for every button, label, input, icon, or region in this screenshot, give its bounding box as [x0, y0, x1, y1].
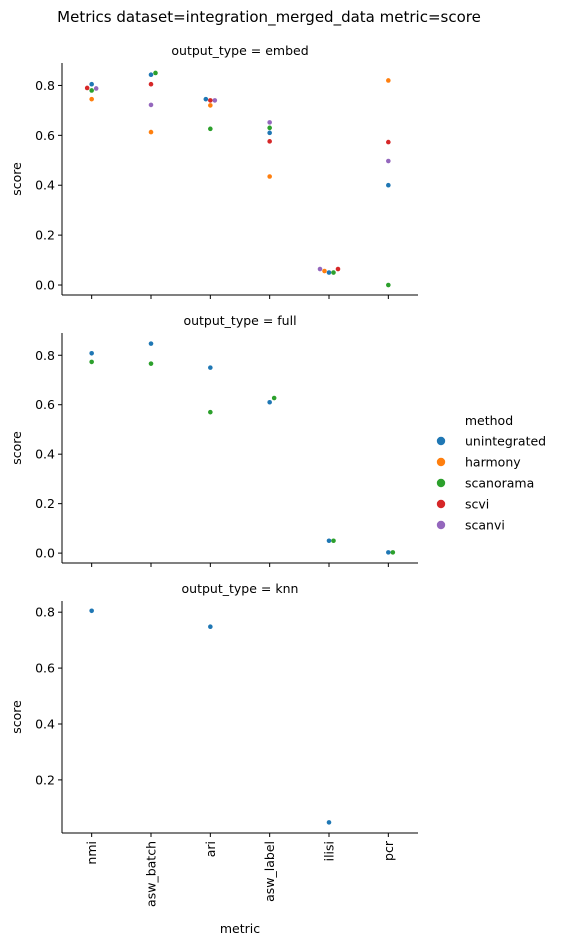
data-point-scanvi-ari — [212, 98, 218, 103]
data-point-unintegrated-asw_batch — [148, 72, 154, 78]
y-tick-label: 0.8 — [35, 348, 55, 363]
data-point-scvi-asw_label — [267, 139, 272, 144]
y-tick-label: 0.2 — [35, 496, 55, 511]
y-tick-label: 0.6 — [35, 661, 55, 676]
data-point-scvi-ari — [208, 98, 213, 103]
legend-label-harmony: harmony — [465, 455, 521, 470]
x-tick-label: ari — [203, 841, 218, 857]
data-point-scanorama-nmi — [89, 88, 94, 93]
panel-2: output_type = knn score 0.2 0.4 0.6 0.8 nmi asw… — [9, 581, 418, 936]
y-tick-label: 0.4 — [35, 716, 55, 731]
data-point-harmony-asw_batch — [148, 129, 154, 135]
data-point-scvi-asw_batch — [148, 81, 154, 87]
legend-label-scanvi: scanvi — [465, 518, 505, 533]
legend-label-unintegrated: unintegrated — [465, 434, 546, 449]
data-point-scanorama-asw_label — [271, 395, 277, 401]
y-tick-label: 0.8 — [35, 605, 55, 620]
data-point-harmony-pcr — [386, 78, 391, 83]
data-point-unintegrated-pcr — [386, 550, 391, 555]
y-axis-label: score — [9, 162, 24, 196]
data-point-scanorama-pcr — [386, 282, 391, 288]
data-point-scanorama-nmi — [89, 359, 94, 365]
data-point-scvi-pcr — [386, 139, 391, 145]
y-tick-label: 0.6 — [35, 128, 55, 143]
x-tick-label: pcr — [381, 840, 396, 861]
x-axis-label: metric — [220, 921, 260, 936]
data-point-scanorama-asw_batch — [153, 70, 158, 76]
data-point-scanorama-ari — [208, 409, 213, 415]
data-point-scanvi-asw_label — [267, 120, 272, 125]
data-point-scanorama-asw_batch — [148, 361, 154, 366]
y-tick-label: 0.2 — [35, 772, 55, 787]
data-point-unintegrated-nmi — [89, 81, 94, 87]
data-point-unintegrated-ari — [208, 624, 213, 630]
figure-title: Metrics dataset=integration_merged_data … — [57, 8, 481, 27]
data-point-unintegrated-ari — [208, 365, 213, 370]
x-tick-label: asw_label — [262, 841, 277, 902]
data-point-unintegrated-asw_label — [267, 130, 272, 136]
data-point-scanvi-pcr — [386, 158, 391, 164]
data-point-harmony-nmi — [89, 96, 94, 102]
data-point-harmony-ilisi — [322, 268, 327, 274]
x-tick-label: asw_batch — [144, 841, 159, 907]
panel-1: output_type = full score 0.0 0.2 0.4 0.6 0.8 — [9, 313, 418, 567]
data-point-harmony-ari — [208, 103, 213, 108]
legend: method unintegrated harmony scanorama scvi sc… — [436, 413, 546, 533]
panel-0: output_type = embed score 0.0 0.2 0.4 0.6 0.8 — [9, 43, 418, 299]
x-tick-label: nmi — [84, 841, 99, 865]
legend-marker-scanvi — [436, 520, 446, 530]
y-tick-label: 0.8 — [35, 78, 55, 93]
data-point-scvi-ilisi — [335, 266, 341, 272]
data-point-harmony-asw_label — [267, 174, 272, 179]
panel-title: output_type = full — [183, 313, 296, 328]
data-point-scanvi-asw_batch — [148, 102, 154, 108]
legend-label-scanorama: scanorama — [465, 476, 534, 491]
y-tick-label: 0.0 — [35, 546, 55, 561]
panel-title: output_type = knn — [182, 581, 299, 596]
legend-label-scvi: scvi — [465, 497, 489, 512]
y-tick-label: 0.6 — [35, 397, 55, 412]
facet-panels: output_type = embedscore0.00.20.40.60.8o… — [9, 43, 418, 936]
data-point-scanorama-ilisi — [331, 538, 336, 544]
y-tick-label: 0.4 — [35, 178, 55, 193]
data-point-scanorama-ari — [208, 126, 213, 132]
legend-marker-scvi — [436, 499, 446, 509]
data-point-unintegrated-ilisi — [326, 820, 332, 825]
data-point-scanorama-pcr — [390, 550, 396, 555]
data-point-scanvi-ilisi — [317, 266, 323, 272]
panel-title: output_type = embed — [171, 43, 308, 58]
data-point-unintegrated-ari — [203, 96, 209, 102]
legend-marker-scanorama — [436, 478, 446, 488]
data-point-scanorama-ilisi — [331, 270, 336, 275]
data-point-unintegrated-ilisi — [326, 270, 332, 275]
data-point-scanorama-asw_label — [267, 125, 272, 131]
data-point-unintegrated-asw_label — [267, 399, 272, 405]
legend-marker-harmony — [436, 457, 446, 467]
data-point-scvi-nmi — [84, 85, 90, 91]
data-point-unintegrated-ilisi — [326, 538, 332, 544]
data-point-unintegrated-asw_batch — [148, 341, 154, 346]
y-axis-label: score — [9, 700, 24, 734]
legend-marker-unintegrated — [436, 436, 446, 446]
y-tick-label: 0.2 — [35, 228, 55, 243]
data-point-unintegrated-nmi — [89, 350, 94, 356]
y-tick-label: 0.4 — [35, 447, 55, 462]
legend-title: method — [465, 413, 513, 428]
y-tick-label: 0.0 — [35, 278, 55, 293]
y-axis-label: score — [9, 431, 24, 465]
data-point-unintegrated-pcr — [386, 182, 391, 188]
x-tick-label: ilisi — [322, 841, 337, 861]
data-point-scanvi-nmi — [93, 86, 99, 91]
data-point-unintegrated-nmi — [89, 608, 94, 614]
